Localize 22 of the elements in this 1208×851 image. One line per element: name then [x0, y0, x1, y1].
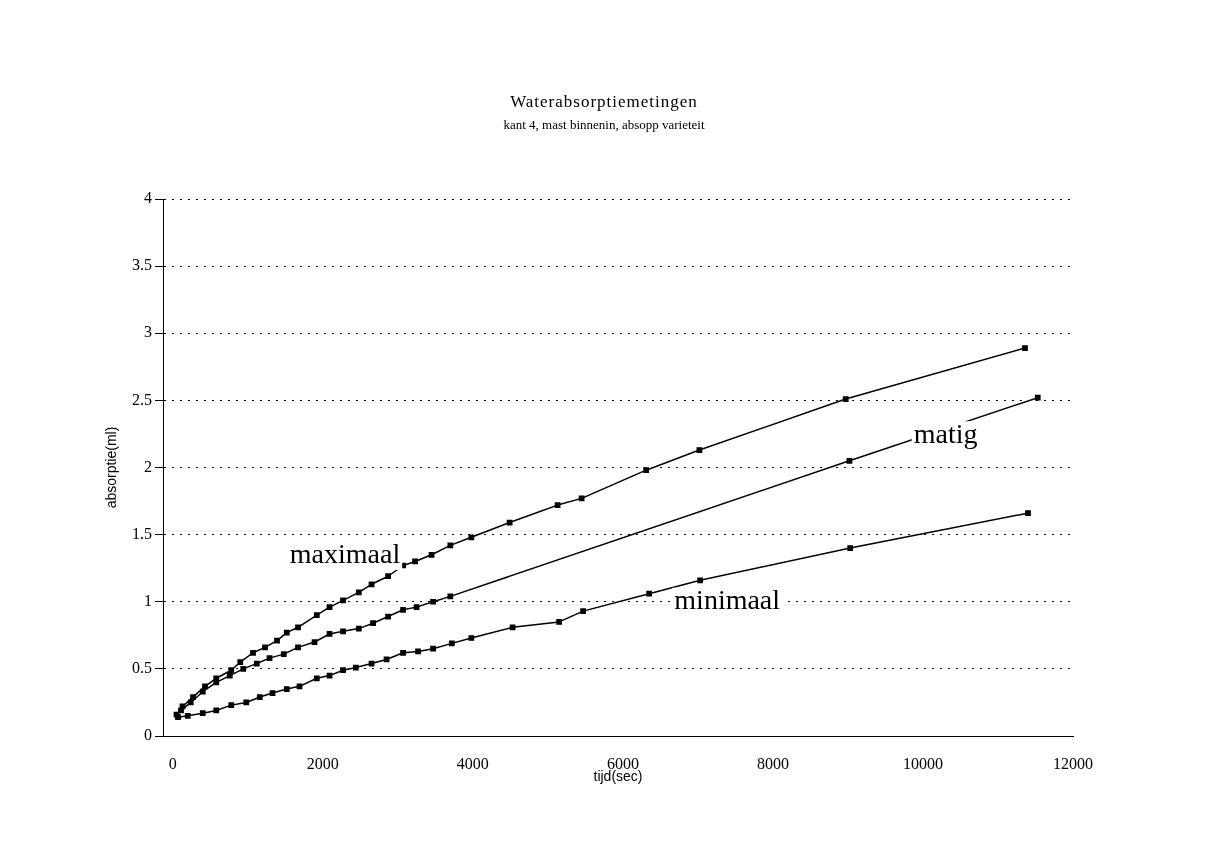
y-tick-label: 1 — [144, 591, 152, 609]
y-tick-label: 0.5 — [132, 659, 152, 677]
y-tick-label: 0 — [144, 726, 152, 744]
y-tick-label: 2.5 — [132, 390, 152, 408]
y-tick-label: 2 — [144, 457, 152, 475]
y-tick-label: 1.5 — [132, 524, 152, 542]
x-tick-label: 12000 — [1053, 754, 1093, 772]
x-tick-label: 4000 — [456, 754, 489, 772]
y-tick-label: 3.5 — [132, 256, 152, 274]
x-tick-label: 8000 — [756, 754, 789, 772]
series-label: minimaal — [674, 584, 781, 616]
x-tick-label: 10000 — [902, 754, 943, 772]
y-tick-label: 4 — [144, 189, 152, 207]
x-axis-title: tijd(sec) — [593, 768, 643, 785]
x-tick-label: 0 — [168, 754, 177, 772]
y-tick-label: 3 — [144, 323, 152, 341]
series-label: maximaal — [289, 538, 401, 570]
series-label: matig — [913, 417, 978, 449]
x-tick-label: 2000 — [306, 754, 339, 772]
chart-title: Waterabsorptiemetingen — [509, 92, 699, 112]
chart-subtitle: kant 4, mast binnenin, absopp varieteit — [502, 117, 706, 133]
y-axis-title: absorptie(ml) — [103, 426, 120, 509]
